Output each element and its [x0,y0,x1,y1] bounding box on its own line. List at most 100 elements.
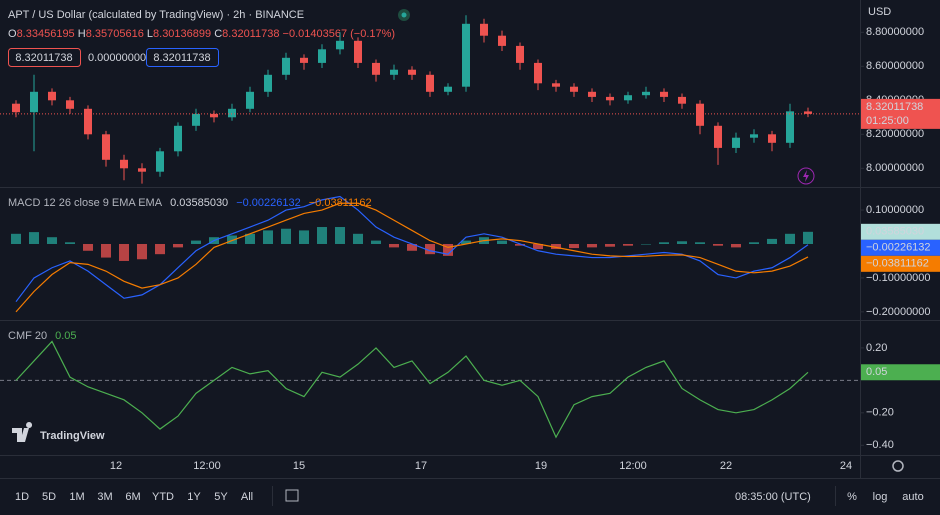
candle-body [318,49,326,63]
last-value-box [861,223,940,240]
candle-body [642,91,650,96]
histogram-bar [695,242,705,244]
candle-body [120,159,128,169]
candle-body [300,57,308,63]
histogram-bar [587,243,597,248]
histogram-bar [227,235,237,244]
candle-body [588,91,596,97]
candle-body [372,62,380,75]
candle-body [624,95,632,101]
range-button[interactable]: 1D [15,491,29,503]
y-tick-label: −0.20000000 [866,306,931,318]
indicator-value: 0.03585030 [170,197,228,209]
indicator-value: −0.00226132 [236,197,301,209]
candle-body [444,86,452,92]
scale-option[interactable]: auto [902,491,923,503]
date-range-icon[interactable] [285,489,299,502]
y-tick-label: 8.80000000 [866,26,924,38]
candle-body [264,74,272,92]
histogram-bar [425,243,435,255]
candle-body [210,113,218,118]
scale-option[interactable]: % [847,491,857,503]
sell-box[interactable] [8,48,81,67]
range-button[interactable]: YTD [152,491,174,503]
ohlc-key: L [147,28,153,40]
spread: 0.00000000 [88,52,146,64]
last-value-box [861,255,940,272]
candle-body [246,91,254,109]
candle-body [660,91,668,97]
histogram-bar [371,240,381,244]
candle-body [12,103,20,113]
histogram-bar [263,230,273,244]
last-price: 8.32011738 [866,101,923,113]
candle-body [768,134,776,143]
candle-body [516,45,524,63]
histogram-bar [461,240,471,244]
candle-body [696,103,704,126]
range-button[interactable]: 1M [69,491,84,503]
histogram-bar [767,238,777,244]
y-tick-label: 8.20000000 [866,128,924,140]
y-tick-label: −0.20 [866,407,894,419]
range-button[interactable]: 3M [97,491,112,503]
range-button[interactable]: All [241,491,253,503]
market-status-dot [401,12,407,18]
settings-icon[interactable] [892,460,904,472]
last-value: −0.03811162 [866,258,929,270]
currency[interactable]: USD [868,6,891,18]
calendar [285,489,299,502]
x-tick-label: 22 [720,460,732,472]
candle-body [498,35,506,46]
last-value-box [861,239,940,256]
histogram-bar [569,243,579,249]
histogram-bar [353,233,363,244]
last-value: −0.00226132 [866,242,931,254]
sell-price[interactable]: 8.32011738 [15,52,72,64]
settings-gear [892,460,904,472]
candle-body [714,125,722,148]
candle-body [480,23,488,36]
histogram-bar [335,227,345,244]
indicator-title[interactable]: MACD 12 26 close 9 EMA EMA [8,197,163,209]
candle-body [426,74,434,92]
buy-box[interactable] [146,48,219,67]
histogram-bar [155,243,165,255]
histogram-bar [299,230,309,244]
histogram-bar [11,233,21,244]
event-icon[interactable] [797,167,815,185]
symbol-title[interactable]: APT / US Dollar (calculated by TradingVi… [8,9,304,21]
clock[interactable]: 08:35:00 (UTC) [735,491,811,503]
histogram-bar [137,243,147,260]
histogram-bar [407,243,417,251]
candle-body [174,125,182,152]
histogram-bar [173,243,183,248]
histogram-bar [443,243,453,256]
last-value: 0.03585030 [866,226,924,238]
histogram-bar [389,243,399,248]
indicator-value: 0.05 [55,330,76,342]
range-button[interactable]: 1Y [187,491,201,503]
range-button[interactable]: 5D [42,491,56,503]
histogram-bar [659,242,669,244]
indicator-title[interactable]: CMF 20 [8,330,47,342]
histogram-bar [533,243,543,250]
histogram-bar [623,243,633,246]
range-button[interactable]: 6M [125,491,140,503]
watermark-text: TradingView [40,430,105,442]
scale-option[interactable]: log [873,491,888,503]
x-tick-label: 12:00 [193,460,221,472]
histogram-bar [101,243,111,258]
candle-body [678,96,686,104]
histogram-bar [749,242,759,244]
buy-price[interactable]: 8.32011738 [153,52,210,64]
histogram-bar [281,228,291,244]
range-button[interactable]: 5Y [214,491,228,503]
x-tick-label: 12:00 [619,460,647,472]
histogram-bar [641,243,651,245]
histogram-bar [47,237,57,244]
y-tick-label: 8.60000000 [866,60,924,72]
histogram-bar [317,227,327,244]
histogram-bar [83,243,93,251]
candle-body [552,83,560,87]
